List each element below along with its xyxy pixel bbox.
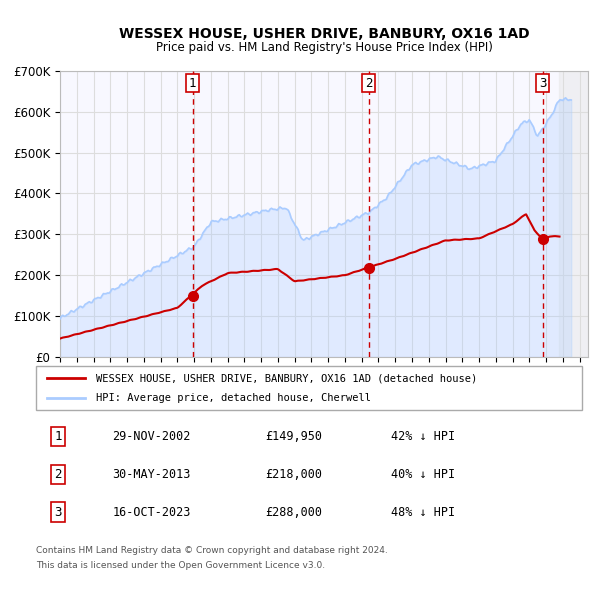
Bar (559, 71, 588, 357)
Text: 2: 2 (365, 77, 373, 90)
Text: 16-OCT-2023: 16-OCT-2023 (112, 506, 191, 519)
Text: 40% ↓ HPI: 40% ↓ HPI (391, 468, 455, 481)
FancyBboxPatch shape (36, 366, 582, 410)
Text: WESSEX HOUSE, USHER DRIVE, BANBURY, OX16 1AD: WESSEX HOUSE, USHER DRIVE, BANBURY, OX16… (119, 27, 529, 41)
Text: Contains HM Land Registry data © Crown copyright and database right 2024.: Contains HM Land Registry data © Crown c… (36, 546, 388, 555)
Text: 2: 2 (54, 468, 62, 481)
Text: This data is licensed under the Open Government Licence v3.0.: This data is licensed under the Open Gov… (36, 560, 325, 569)
Text: 42% ↓ HPI: 42% ↓ HPI (391, 430, 455, 443)
Text: HPI: Average price, detached house, Cherwell: HPI: Average price, detached house, Cher… (96, 393, 371, 402)
Text: 30-MAY-2013: 30-MAY-2013 (112, 468, 191, 481)
Text: 1: 1 (189, 77, 196, 90)
Text: £218,000: £218,000 (265, 468, 322, 481)
Text: £149,950: £149,950 (265, 430, 322, 443)
Text: Price paid vs. HM Land Registry's House Price Index (HPI): Price paid vs. HM Land Registry's House … (155, 41, 493, 54)
Text: 3: 3 (539, 77, 547, 90)
Text: 3: 3 (54, 506, 62, 519)
Text: 1: 1 (54, 430, 62, 443)
Text: £288,000: £288,000 (265, 506, 322, 519)
Text: WESSEX HOUSE, USHER DRIVE, BANBURY, OX16 1AD (detached house): WESSEX HOUSE, USHER DRIVE, BANBURY, OX16… (96, 373, 478, 383)
Text: 48% ↓ HPI: 48% ↓ HPI (391, 506, 455, 519)
Text: 29-NOV-2002: 29-NOV-2002 (112, 430, 191, 443)
